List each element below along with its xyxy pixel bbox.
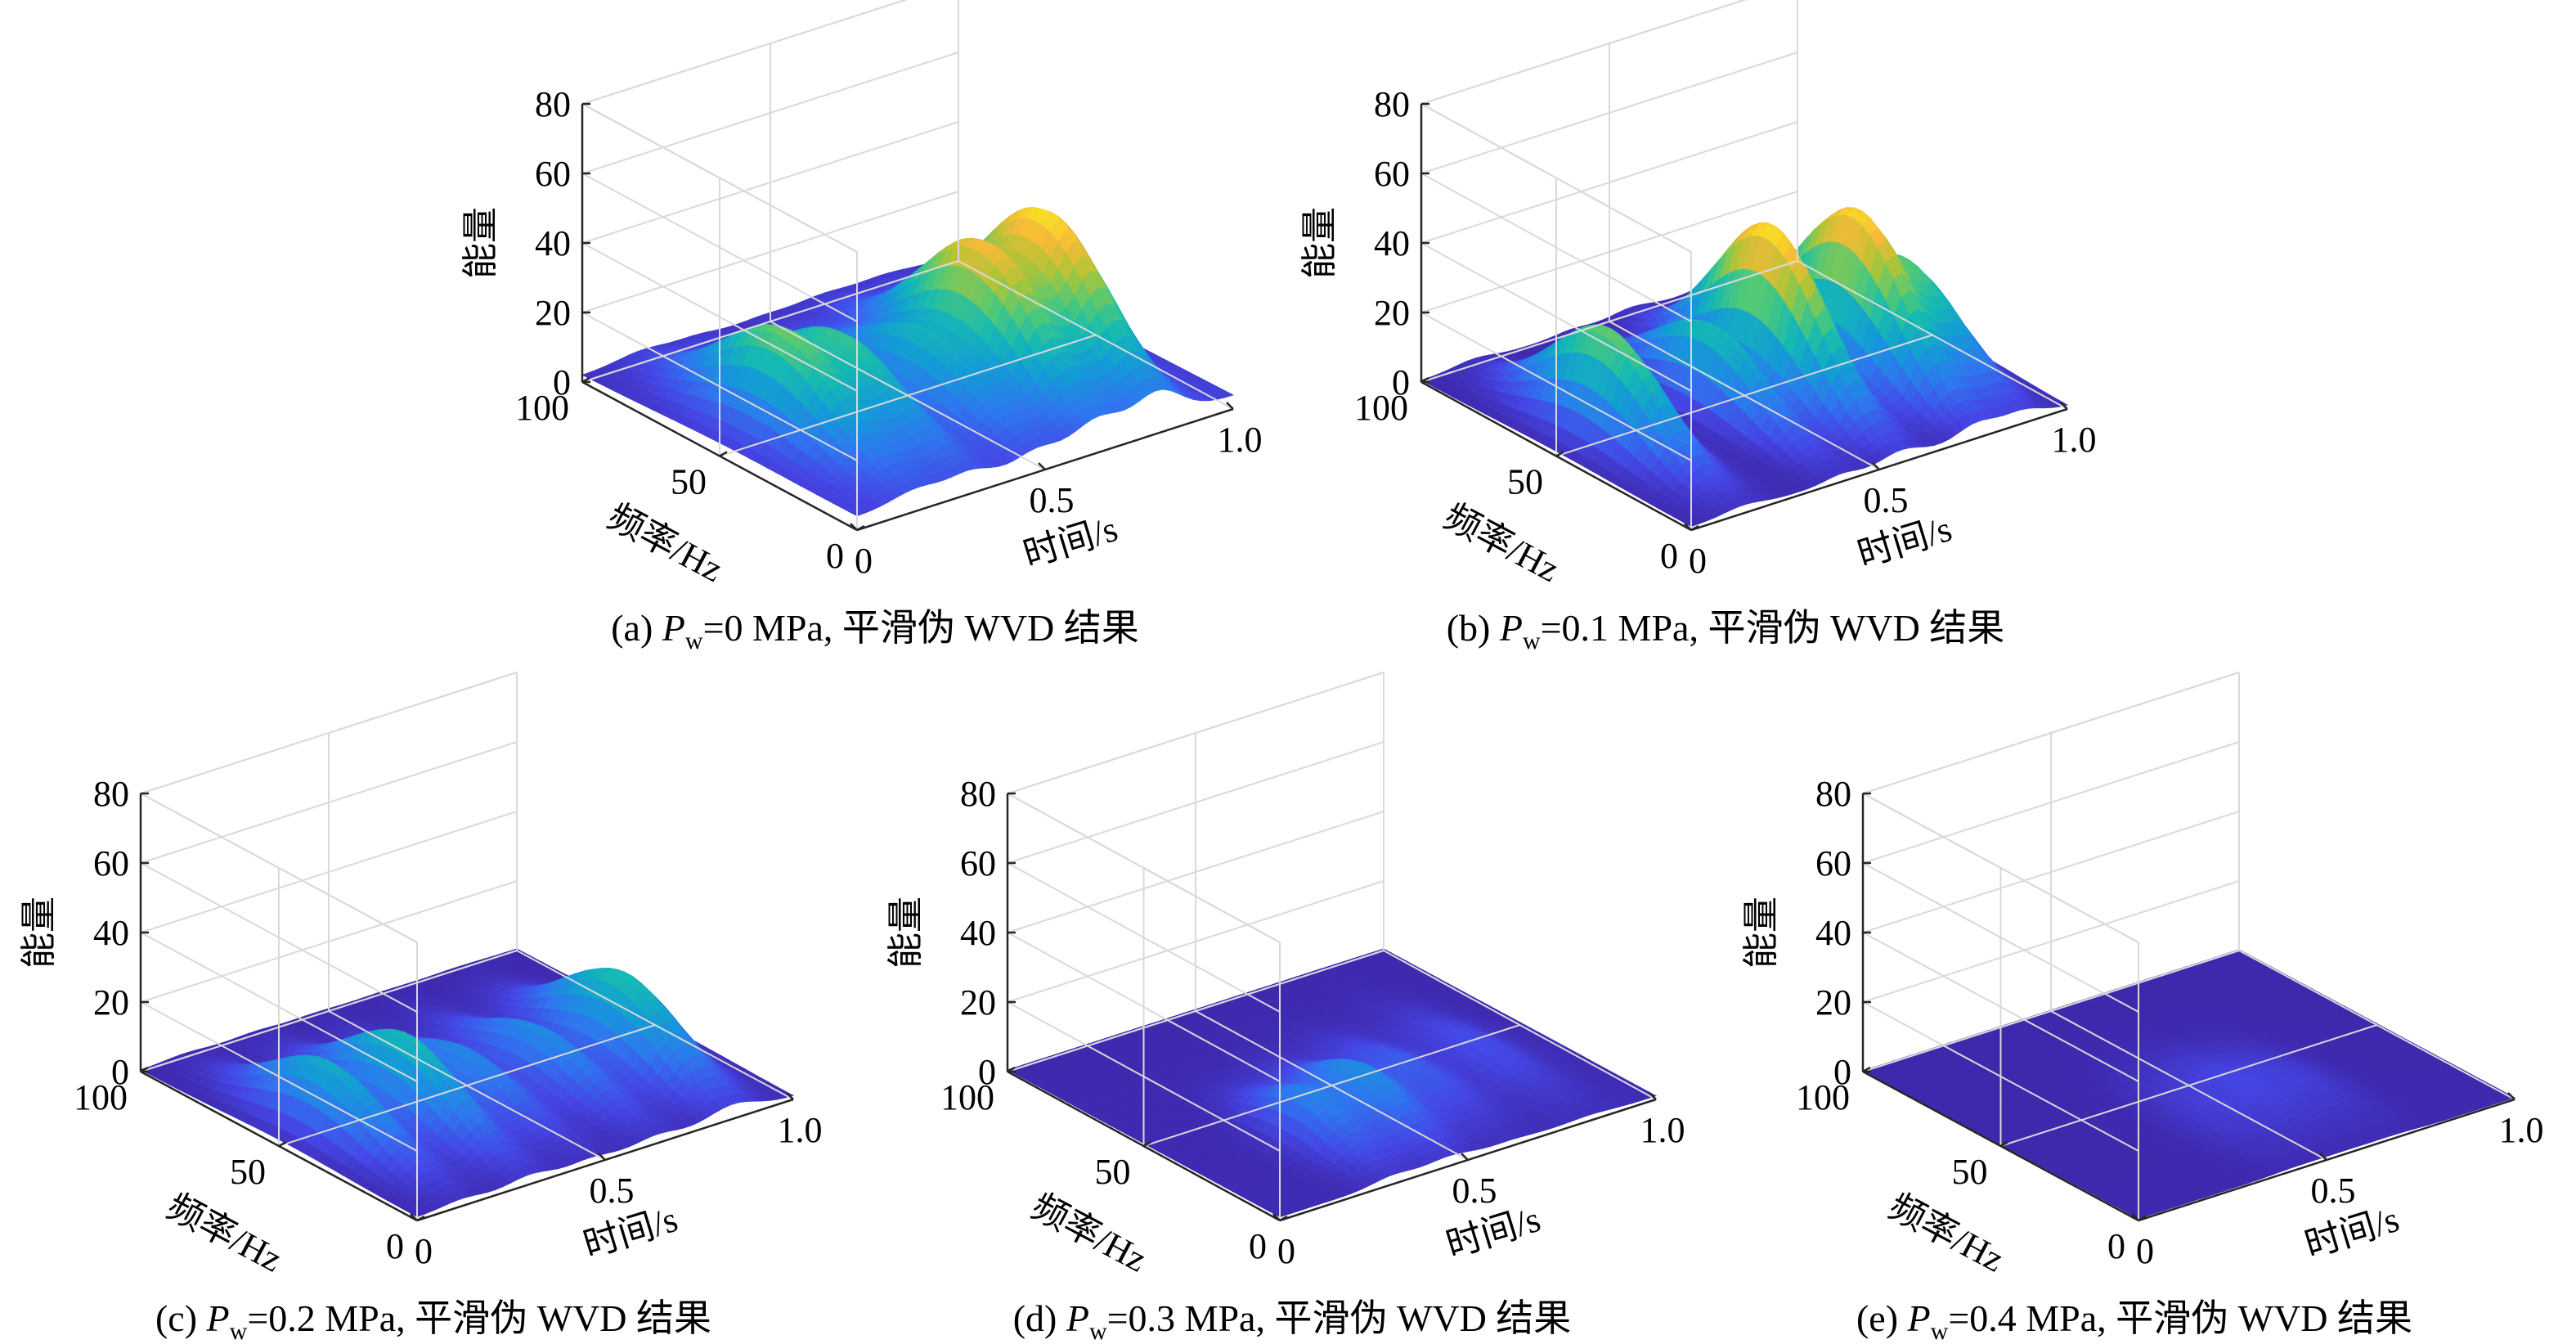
energy-tick-label: 20 [535,293,571,333]
freq-tick-label: 50 [1507,462,1543,502]
energy-tick-label: 40 [1374,223,1410,263]
freq-axis-label: 频率/Hz [1438,497,1566,590]
time-tick-label: 1.0 [2052,420,2097,460]
energy-tick-label: 80 [535,84,571,124]
energy-axis-label: 能量 [460,207,500,279]
energy-axis-label: 能量 [1299,207,1340,279]
panel-a-caption: (a) Pw=0 MPa, 平滑伪 WVD 结果 [611,607,1139,654]
energy-tick-label: 60 [535,154,571,194]
energy-tick-label: 20 [1374,293,1410,333]
panel-b-caption: (b) Pw=0.1 MPa, 平滑伪 WVD 结果 [1447,607,2005,654]
energy-tick-label: 60 [1374,154,1410,194]
time-tick-label: 0 [855,541,873,581]
time-tick-label: 0.5 [1030,480,1075,520]
energy-tick-label: 0 [553,362,571,402]
time-tick-label: 0 [1689,541,1707,581]
freq-tick-label: 0 [1660,536,1678,576]
time-tick-label: 1.0 [1218,420,1263,460]
energy-tick-label: 0 [1392,362,1410,402]
energy-tick-label: 40 [535,223,571,263]
time-tick-label: 0.5 [1864,480,1909,520]
freq-tick-label: 0 [826,536,844,576]
freq-tick-label: 50 [671,462,707,502]
freq-axis-label: 频率/Hz [601,497,729,590]
energy-tick-label: 80 [1374,84,1410,124]
